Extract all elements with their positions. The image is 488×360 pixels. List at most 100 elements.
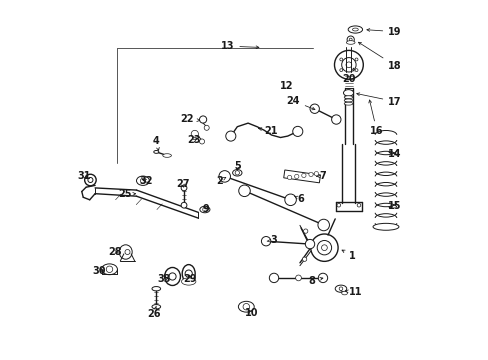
Text: 28: 28 <box>108 247 122 257</box>
Text: 2: 2 <box>216 176 225 186</box>
Text: 30: 30 <box>92 266 105 276</box>
Circle shape <box>308 172 312 177</box>
Circle shape <box>191 130 198 138</box>
Circle shape <box>314 171 318 176</box>
Text: 20: 20 <box>342 68 355 84</box>
Text: 26: 26 <box>147 306 160 319</box>
Text: 15: 15 <box>387 201 401 211</box>
Circle shape <box>219 171 230 182</box>
Text: 21: 21 <box>258 126 277 136</box>
Text: 12: 12 <box>280 81 293 91</box>
Circle shape <box>339 69 342 72</box>
Circle shape <box>339 58 342 61</box>
Ellipse shape <box>347 26 362 33</box>
Text: 19: 19 <box>366 27 401 37</box>
Ellipse shape <box>344 96 352 99</box>
Circle shape <box>303 229 307 233</box>
Ellipse shape <box>335 285 346 292</box>
Circle shape <box>203 207 206 212</box>
Text: 7: 7 <box>316 171 325 181</box>
Text: 5: 5 <box>233 161 240 171</box>
Circle shape <box>181 185 186 191</box>
Ellipse shape <box>136 176 149 185</box>
Circle shape <box>339 287 342 291</box>
Circle shape <box>199 116 206 123</box>
Text: 27: 27 <box>176 179 189 189</box>
Circle shape <box>185 270 192 277</box>
Circle shape <box>302 257 306 261</box>
Circle shape <box>310 234 337 261</box>
Ellipse shape <box>152 305 160 309</box>
Text: 23: 23 <box>187 135 201 145</box>
Circle shape <box>346 36 354 43</box>
Text: 22: 22 <box>180 114 200 124</box>
Ellipse shape <box>181 278 196 285</box>
Circle shape <box>168 273 176 280</box>
Text: 8: 8 <box>308 276 322 286</box>
Circle shape <box>334 50 363 79</box>
Text: 33: 33 <box>157 274 170 284</box>
Circle shape <box>243 303 249 310</box>
Circle shape <box>181 202 186 208</box>
Ellipse shape <box>344 99 352 102</box>
Circle shape <box>305 239 314 249</box>
Ellipse shape <box>152 287 160 291</box>
Circle shape <box>225 131 235 141</box>
Circle shape <box>125 249 130 255</box>
Text: 4: 4 <box>153 136 160 150</box>
Circle shape <box>295 275 301 281</box>
Circle shape <box>321 245 326 251</box>
Ellipse shape <box>346 41 354 44</box>
Ellipse shape <box>344 102 352 105</box>
Text: 24: 24 <box>286 96 314 110</box>
Circle shape <box>317 219 329 231</box>
Text: 18: 18 <box>358 42 401 71</box>
Ellipse shape <box>153 150 159 153</box>
Text: 11: 11 <box>345 287 362 297</box>
Ellipse shape <box>182 265 195 283</box>
Circle shape <box>261 237 270 246</box>
Ellipse shape <box>352 28 358 31</box>
Ellipse shape <box>119 245 132 259</box>
Ellipse shape <box>372 223 398 230</box>
Circle shape <box>284 194 296 206</box>
Text: 10: 10 <box>244 308 258 318</box>
Text: 17: 17 <box>356 93 401 107</box>
Circle shape <box>287 175 291 180</box>
Circle shape <box>204 125 209 130</box>
Text: 6: 6 <box>294 194 304 204</box>
Circle shape <box>199 139 204 144</box>
Text: 16: 16 <box>368 100 383 136</box>
Circle shape <box>348 38 351 41</box>
Ellipse shape <box>238 301 254 312</box>
Text: 14: 14 <box>387 149 401 159</box>
Bar <box>283 170 320 183</box>
Circle shape <box>106 266 113 273</box>
Circle shape <box>301 173 305 177</box>
Circle shape <box>356 203 360 207</box>
Circle shape <box>269 273 278 283</box>
Ellipse shape <box>102 264 117 275</box>
Circle shape <box>88 177 93 183</box>
Circle shape <box>309 104 319 113</box>
Ellipse shape <box>163 154 171 157</box>
Circle shape <box>84 174 96 186</box>
Ellipse shape <box>200 206 209 213</box>
Text: 25: 25 <box>118 189 135 199</box>
Circle shape <box>292 126 302 136</box>
Ellipse shape <box>343 90 353 96</box>
Ellipse shape <box>164 267 180 285</box>
Circle shape <box>294 174 298 179</box>
Circle shape <box>317 240 331 255</box>
Circle shape <box>341 58 355 72</box>
Ellipse shape <box>232 170 242 176</box>
Circle shape <box>331 115 340 124</box>
Circle shape <box>354 58 357 61</box>
Text: 29: 29 <box>183 274 197 284</box>
Text: 3: 3 <box>266 235 276 246</box>
Ellipse shape <box>341 291 347 295</box>
Circle shape <box>235 171 239 175</box>
Text: 32: 32 <box>140 176 153 186</box>
Circle shape <box>346 62 351 68</box>
Text: 9: 9 <box>202 204 209 214</box>
